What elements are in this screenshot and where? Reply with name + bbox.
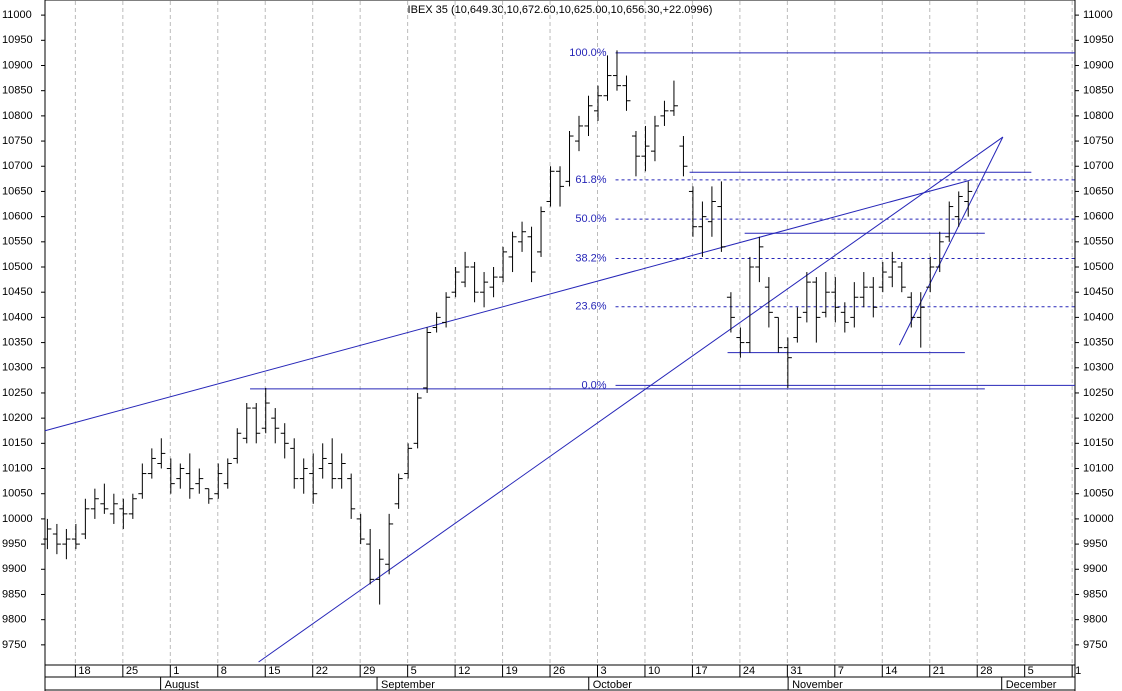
x-tick-label: 31: [790, 665, 802, 677]
y2-tick-label: 9900: [1083, 563, 1107, 575]
y-tick-label: 10350: [2, 336, 33, 348]
x-tick-label: 28: [980, 665, 992, 677]
x-tick-label: 14: [885, 665, 897, 677]
y-tick-label: 10000: [2, 513, 33, 525]
x-tick-label: 5: [1028, 665, 1034, 677]
y2-tick-label: 10350: [1083, 336, 1114, 348]
y-tick-label: 9900: [2, 563, 26, 575]
y2-tick-label: 10850: [1083, 85, 1114, 97]
y-tick-label: 10100: [2, 462, 33, 474]
y2-tick-label: 10800: [1083, 110, 1114, 122]
x-tick-label: 8: [221, 665, 227, 677]
y2-tick-label: 10150: [1083, 437, 1114, 449]
y2-tick-label: 10650: [1083, 185, 1114, 197]
y-tick-label: 10850: [2, 85, 33, 97]
y-tick-label: 9800: [2, 614, 26, 626]
y2-tick-label: 10500: [1083, 261, 1114, 273]
x-tick-label: 26: [553, 665, 565, 677]
y2-tick-label: 10700: [1083, 160, 1114, 172]
x-tick-label: 19: [506, 665, 518, 677]
x-tick-label: 1: [1075, 665, 1081, 677]
fib-label: 23.6%: [575, 301, 606, 313]
x-tick-label: 12: [458, 665, 470, 677]
month-label: October: [593, 679, 632, 691]
y2-tick-label: 10450: [1083, 286, 1114, 298]
x-tick-label: 18: [78, 665, 90, 677]
y-tick-label: 10750: [2, 135, 33, 147]
y2-tick-label: 9950: [1083, 538, 1107, 550]
y2-tick-label: 9800: [1083, 614, 1107, 626]
plot-frame: [44, 0, 1076, 666]
y2-tick-label: 10250: [1083, 387, 1114, 399]
y-tick-label: 9950: [2, 538, 26, 550]
y2-tick-label: 10600: [1083, 211, 1114, 223]
fib-label: 0.0%: [581, 379, 606, 391]
y-tick-label: 11000: [2, 9, 32, 21]
y2-tick-label: 10750: [1083, 135, 1114, 147]
month-label: August: [165, 679, 199, 691]
y-tick-label: 10550: [2, 236, 33, 248]
fib-label: 38.2%: [575, 252, 606, 264]
y2-tick-label: 10200: [1083, 412, 1114, 424]
y-tick-label: 10450: [2, 286, 33, 298]
y2-tick-label: 10300: [1083, 362, 1114, 374]
fib-label: 100.0%: [569, 47, 607, 59]
x-tick-label: 17: [695, 665, 707, 677]
month-label: November: [792, 679, 843, 691]
y2-tick-label: 9850: [1083, 588, 1107, 600]
y-tick-label: 9750: [2, 639, 26, 651]
y-tick-label: 10150: [2, 437, 33, 449]
y-tick-label: 10700: [2, 160, 33, 172]
y2-tick-label: 10550: [1083, 236, 1114, 248]
x-tick-label: 10: [648, 665, 660, 677]
x-tick-label: 25: [126, 665, 138, 677]
y-tick-label: 9850: [2, 588, 26, 600]
y-tick-label: 10400: [2, 311, 33, 323]
y-tick-label: 10050: [2, 488, 33, 500]
y2-tick-label: 10900: [1083, 59, 1114, 71]
y-tick-label: 10250: [2, 387, 33, 399]
y-tick-label: 10900: [2, 59, 33, 71]
y-tick-label: 10650: [2, 185, 33, 197]
y-tick-label: 10950: [2, 34, 33, 46]
y2-tick-label: 10100: [1083, 462, 1114, 474]
y2-tick-label: 9750: [1083, 639, 1107, 651]
x-tick-label: 24: [743, 665, 755, 677]
y2-tick-label: 10400: [1083, 311, 1114, 323]
x-tick-label: 3: [600, 665, 606, 677]
y2-tick-label: 11000: [1083, 9, 1113, 21]
x-tick-label: 15: [268, 665, 280, 677]
x-tick-label: 5: [411, 665, 417, 677]
trend-line: [258, 136, 1004, 663]
fib-label: 50.0%: [575, 213, 606, 225]
chart-title: IBEX 35 (10,649.30,10,672.60,10,625.00,1…: [408, 4, 713, 16]
trend-line: [44, 179, 970, 432]
y-tick-label: 10200: [2, 412, 33, 424]
y2-tick-label: 10000: [1083, 513, 1114, 525]
y-tick-label: 10500: [2, 261, 33, 273]
month-label: September: [381, 679, 435, 691]
x-tick-label: 21: [933, 665, 945, 677]
y-tick-label: 10600: [2, 211, 33, 223]
x-tick-label: 22: [316, 665, 328, 677]
y2-tick-label: 10050: [1083, 488, 1114, 500]
fib-label: 61.8%: [575, 174, 606, 186]
x-tick-label: 29: [363, 665, 375, 677]
trend-line: [898, 136, 1004, 346]
x-tick-label: 7: [838, 665, 844, 677]
month-label: December: [1006, 679, 1057, 691]
x-tick-label: 1: [173, 665, 179, 677]
y2-tick-label: 10950: [1083, 34, 1114, 46]
y-tick-label: 10300: [2, 362, 33, 374]
y-tick-label: 10800: [2, 110, 33, 122]
